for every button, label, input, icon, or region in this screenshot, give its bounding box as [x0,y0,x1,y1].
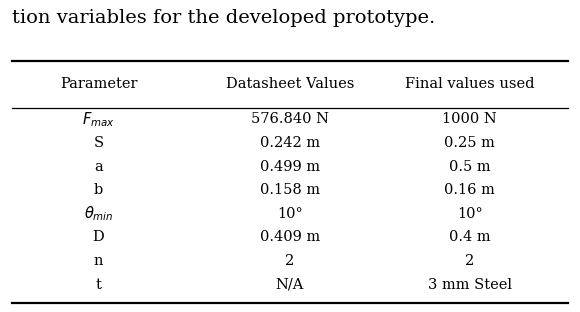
Text: 0.499 m: 0.499 m [260,160,320,173]
Text: 0.16 m: 0.16 m [444,183,495,197]
Text: 576.840 N: 576.840 N [251,112,329,126]
Text: n: n [94,254,103,268]
Text: 0.409 m: 0.409 m [260,231,320,244]
Text: 0.4 m: 0.4 m [449,231,491,244]
Text: 0.25 m: 0.25 m [444,136,495,150]
Text: 1000 N: 1000 N [443,112,497,126]
Text: 0.5 m: 0.5 m [449,160,491,173]
Text: b: b [94,183,103,197]
Text: $\theta_{min}$: $\theta_{min}$ [84,204,113,223]
Text: t: t [96,278,101,292]
Text: Parameter: Parameter [60,77,137,91]
Text: Final values used: Final values used [405,77,535,91]
Text: Datasheet Values: Datasheet Values [226,77,354,91]
Text: 10°: 10° [277,207,303,221]
Text: 0.158 m: 0.158 m [260,183,320,197]
Text: 2: 2 [465,254,474,268]
Text: $F_{max}$: $F_{max}$ [82,110,115,129]
Text: 2: 2 [285,254,295,268]
Text: S: S [93,136,104,150]
Text: 0.242 m: 0.242 m [260,136,320,150]
Text: 3 mm Steel: 3 mm Steel [428,278,512,292]
Text: a: a [94,160,103,173]
Text: tion variables for the developed prototype.: tion variables for the developed prototy… [12,9,435,27]
Text: D: D [93,231,104,244]
Text: 10°: 10° [457,207,483,221]
Text: N/A: N/A [276,278,304,292]
